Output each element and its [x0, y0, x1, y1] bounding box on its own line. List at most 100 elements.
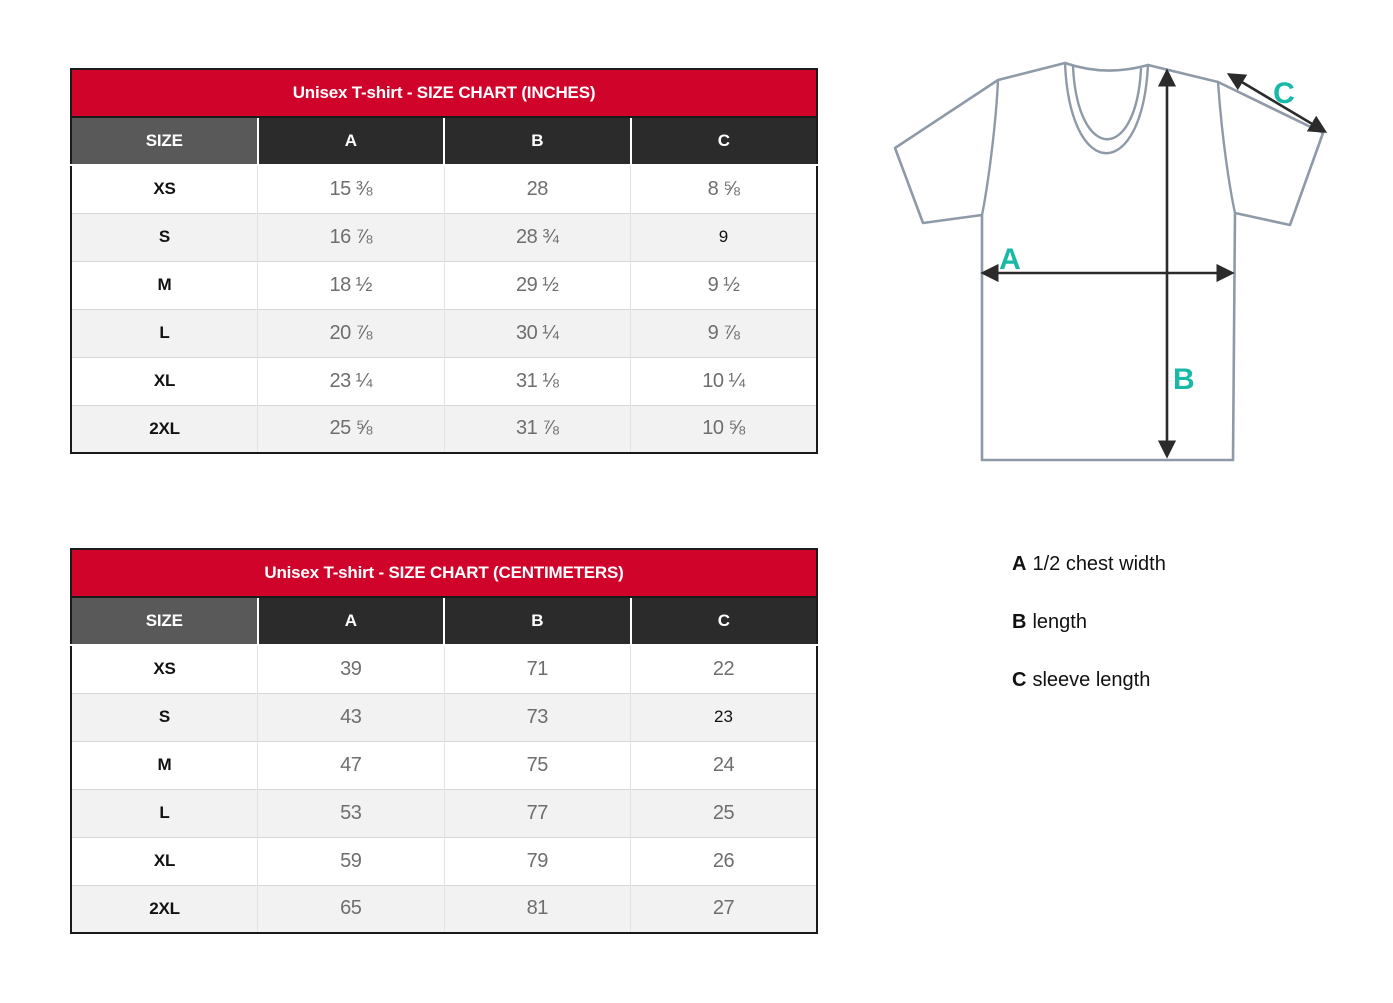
- size-cell: XS: [71, 164, 258, 213]
- measurement-cell: 53: [257, 788, 444, 837]
- size-row-l: L 53 77 25: [71, 788, 817, 837]
- measurement-cell: 47: [257, 740, 444, 789]
- measurement-cell: 29 ½: [443, 260, 631, 309]
- sleeve-length-arrow: [1226, 73, 1328, 133]
- measurement-cell: 79: [443, 836, 631, 885]
- size-chart-centimeters: Unisex T-shirt - SIZE CHART (CENTIMETERS…: [70, 548, 818, 934]
- measurement-cell: 25: [630, 788, 817, 837]
- column-header-a: A: [256, 597, 444, 646]
- legend-text-c: sleeve length: [1032, 669, 1151, 691]
- column-header-b: B: [443, 597, 631, 646]
- measurement-cell: 77: [443, 788, 631, 837]
- size-cell: L: [71, 308, 258, 357]
- measurement-cell: 24: [630, 740, 817, 789]
- size-cell: M: [71, 740, 258, 789]
- table-title-inches: Unisex T-shirt - SIZE CHART (INCHES): [71, 69, 817, 118]
- size-cell: M: [71, 260, 258, 309]
- column-header-b: B: [443, 117, 631, 166]
- measurement-cell: 31 ⅛: [443, 356, 631, 405]
- size-row-xs: XS 15 ⅜ 28 8 ⅝: [71, 164, 817, 213]
- legend-key-b: B: [1012, 611, 1027, 633]
- column-header-a: A: [256, 117, 444, 166]
- size-cell: S: [71, 212, 258, 261]
- size-row-xl: XL 23 ¼ 31 ⅛ 10 ¼: [71, 356, 817, 405]
- size-cell: L: [71, 788, 258, 837]
- measurement-cell: 15 ⅜: [257, 164, 444, 213]
- size-cell: 2XL: [71, 884, 258, 933]
- column-header-c: C: [629, 597, 817, 646]
- measurement-cell: 75: [443, 740, 631, 789]
- measurement-cell: 20 ⅞: [257, 308, 444, 357]
- measurement-cell: 30 ¼: [443, 308, 631, 357]
- size-column-header: SIZE: [71, 597, 258, 646]
- size-row-2xl: 2XL 25 ⅝ 31 ⅞ 10 ⅝: [71, 404, 817, 453]
- size-row-m: M 47 75 24: [71, 740, 817, 789]
- measurement-cell: 81: [443, 884, 631, 933]
- collar-outer-line: [1063, 61, 1150, 155]
- size-table-inches: Unisex T-shirt - SIZE CHART (INCHES) SIZ…: [70, 68, 818, 454]
- legend-key-c: C: [1012, 669, 1027, 691]
- size-column-header: SIZE: [71, 117, 258, 166]
- size-row-2xl: 2XL 65 81 27: [71, 884, 817, 933]
- measurement-cell: 73: [443, 692, 631, 741]
- measurement-cell: 31 ⅞: [443, 404, 631, 453]
- legend-text-a: 1/2 chest width: [1032, 553, 1166, 575]
- size-cell: XS: [71, 644, 258, 693]
- measurement-cell: 10 ⅝: [630, 404, 817, 453]
- measurement-cell: 23: [630, 692, 817, 741]
- measurement-cell: 9 ⅞: [630, 308, 817, 357]
- table-title-row: Unisex T-shirt - SIZE CHART (INCHES): [71, 69, 817, 118]
- measurement-cell: 26: [630, 836, 817, 885]
- measurement-cell: 71: [443, 644, 631, 693]
- measurement-cell: 43: [257, 692, 444, 741]
- table-title-row: Unisex T-shirt - SIZE CHART (CENTIMETERS…: [71, 549, 817, 598]
- legend-key-a: A: [1012, 553, 1027, 575]
- measurement-cell: 25 ⅝: [257, 404, 444, 453]
- table-title-centimeters: Unisex T-shirt - SIZE CHART (CENTIMETERS…: [71, 549, 817, 598]
- measurement-cell: 59: [257, 836, 444, 885]
- left-armhole-seam: [980, 78, 1000, 217]
- measurement-cell: 9: [630, 212, 817, 261]
- label-a: A: [999, 243, 1021, 276]
- size-cell: XL: [71, 356, 258, 405]
- size-row-xs: XS 39 71 22: [71, 644, 817, 693]
- size-chart-inches: Unisex T-shirt - SIZE CHART (INCHES) SIZ…: [70, 68, 818, 454]
- collar-inner-line: [1071, 65, 1143, 141]
- column-header-row: SIZE A B C: [71, 597, 817, 646]
- column-header-c: C: [629, 117, 817, 166]
- size-cell: 2XL: [71, 404, 258, 453]
- size-table-body-centimeters: XS 39 71 22 S 43 73 23 M 47 75 24 L 53 77 25 XL 59 79 26 2XL…: [71, 644, 817, 933]
- right-armhole-seam: [1216, 80, 1237, 215]
- measurement-cell: 65: [257, 884, 444, 933]
- label-b: B: [1173, 363, 1195, 396]
- measurement-cell: 23 ¼: [257, 356, 444, 405]
- measurement-cell: 16 ⅞: [257, 212, 444, 261]
- size-cell: S: [71, 692, 258, 741]
- measurement-cell: 8 ⅝: [630, 164, 817, 213]
- tshirt-diagram: A B C: [893, 61, 1328, 462]
- measurement-cell: 28 ¾: [443, 212, 631, 261]
- size-cell: XL: [71, 836, 258, 885]
- legend-item-a: A 1/2 chest width: [1012, 552, 1166, 576]
- legend-text-b: length: [1032, 611, 1087, 633]
- measurement-cell: 39: [257, 644, 444, 693]
- measurement-cell: 22: [630, 644, 817, 693]
- measurement-cell: 27: [630, 884, 817, 933]
- column-header-row: SIZE A B C: [71, 117, 817, 166]
- tshirt-outline: [893, 61, 1325, 462]
- size-row-xl: XL 59 79 26: [71, 836, 817, 885]
- size-row-s: S 43 73 23: [71, 692, 817, 741]
- measurement-cell: 18 ½: [257, 260, 444, 309]
- measurement-cell: 9 ½: [630, 260, 817, 309]
- size-table-centimeters: Unisex T-shirt - SIZE CHART (CENTIMETERS…: [70, 548, 818, 934]
- measurement-cell: 10 ¼: [630, 356, 817, 405]
- label-c: C: [1273, 77, 1295, 110]
